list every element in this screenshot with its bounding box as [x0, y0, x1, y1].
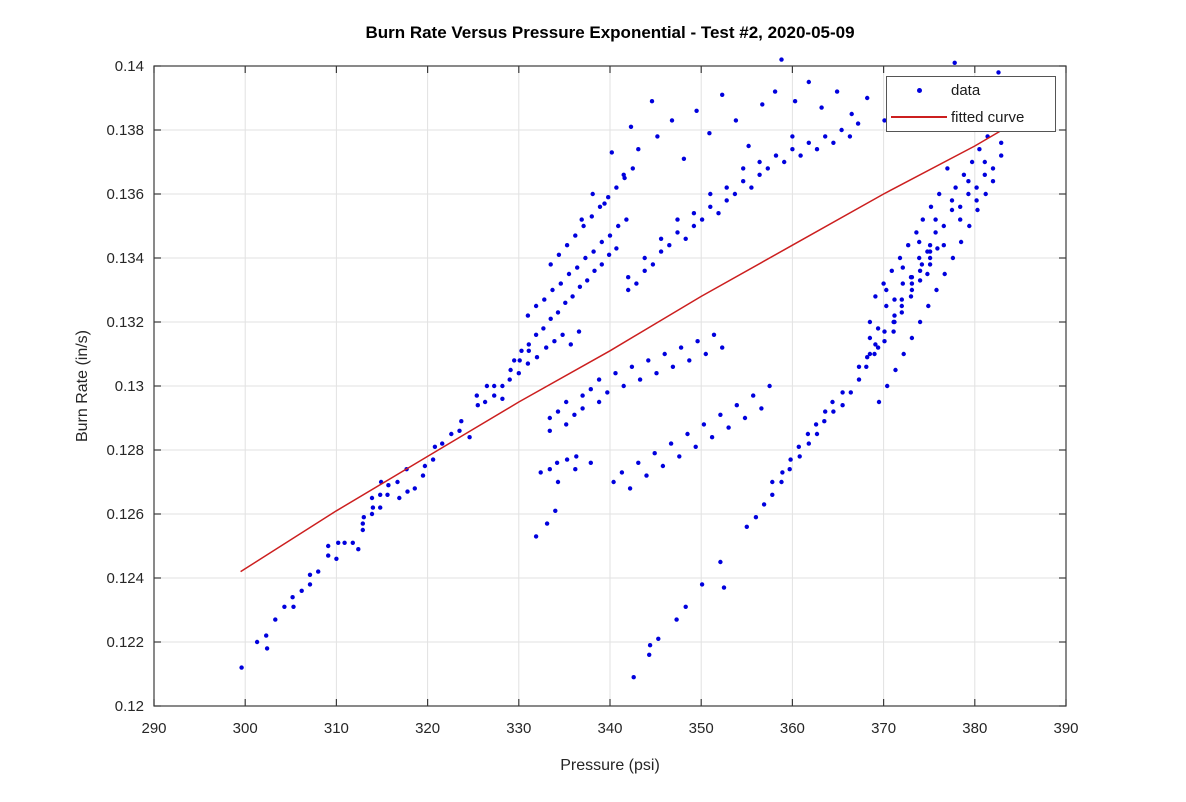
data-marker-icon: [916, 88, 922, 94]
legend-entry-fitted-curve: fitted curve: [887, 104, 1055, 130]
axes-box: [153, 65, 1067, 707]
x-tick-label: 330: [506, 720, 531, 737]
x-tick-label: 370: [871, 720, 896, 737]
fitted-curve-line: [240, 129, 1003, 573]
legend-marker-cell: [887, 116, 951, 119]
tick-labels: 290 300 310 320 330 340 350 360 370 380 390 0.12 0.1…: [106, 58, 1078, 737]
y-tick-label: 0.124: [106, 570, 144, 587]
x-tick-label: 290: [141, 720, 166, 737]
x-tick-label: 320: [415, 720, 440, 737]
y-tick-label: 0.12: [115, 698, 144, 715]
x-tick-label: 390: [1053, 720, 1078, 737]
scatter-series: [239, 57, 1004, 680]
legend-label-data: data: [951, 82, 981, 100]
fitted-curve-icon: [891, 116, 947, 119]
y-tick-label: 0.14: [115, 58, 144, 75]
legend-label-fitted-curve: fitted curve: [951, 108, 1025, 126]
legend-entry-data: data: [887, 78, 1055, 104]
legend: data fitted curve: [886, 76, 1056, 132]
y-tick-label: 0.138: [106, 122, 144, 139]
chart-title: Burn Rate Versus Pressure Exponential - …: [365, 23, 854, 42]
legend-marker-cell: [887, 88, 951, 94]
y-tick-label: 0.126: [106, 506, 144, 523]
y-tick-label: 0.134: [106, 250, 144, 267]
x-tick-label: 340: [597, 720, 622, 737]
y-tick-label: 0.122: [106, 634, 144, 651]
y-tick-label: 0.132: [106, 314, 144, 331]
x-tick-label: 360: [780, 720, 805, 737]
x-tick-label: 310: [324, 720, 349, 737]
y-tick-label: 0.13: [115, 378, 144, 395]
grid-lines: [153, 65, 1067, 707]
y-tick-label: 0.128: [106, 442, 144, 459]
y-tick-label: 0.136: [106, 186, 144, 203]
y-axis-label: Burn Rate (in/s): [74, 330, 91, 442]
x-tick-label: 350: [689, 720, 714, 737]
x-tick-label: 380: [962, 720, 987, 737]
x-axis-label: Pressure (psi): [560, 757, 660, 774]
x-tick-label: 300: [233, 720, 258, 737]
